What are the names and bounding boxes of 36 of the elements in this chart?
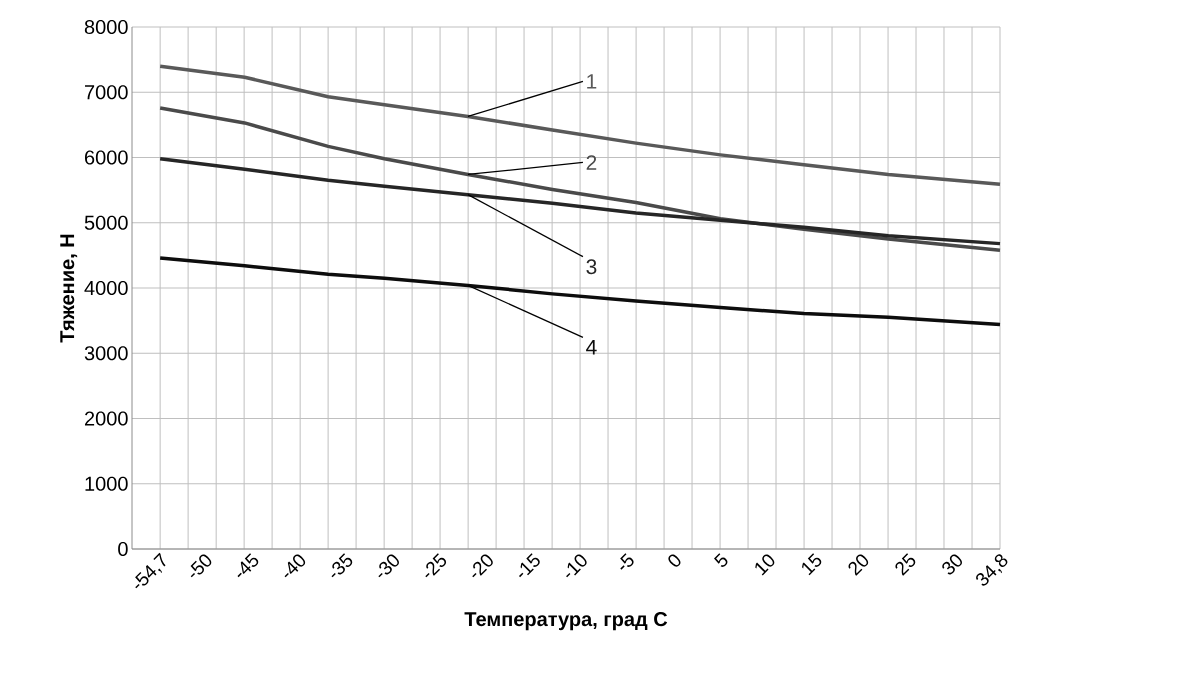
x-tick-label: 20 bbox=[848, 554, 869, 576]
y-tick-label: 6000 bbox=[85, 150, 128, 165]
y-tick-label: 2000 bbox=[84, 411, 128, 426]
y-tick-label: 3000 bbox=[84, 346, 128, 361]
y-axis-title: Тяжение, Н bbox=[60, 234, 78, 343]
x-tick-label: 15 bbox=[802, 553, 822, 576]
y-tick-label: 7000 bbox=[85, 85, 128, 100]
y-tick-label: 4000 bbox=[84, 280, 128, 296]
x-tick-label: -5 bbox=[620, 553, 634, 570]
text: 3 bbox=[586, 259, 597, 275]
y-tick-label: 5000 bbox=[84, 215, 128, 230]
line-series bbox=[158, 256, 1002, 327]
text: 1 bbox=[587, 74, 597, 89]
series-label: 2 bbox=[586, 155, 597, 170]
x-tick-label: 0 bbox=[668, 554, 681, 567]
x-tick-label: 10 bbox=[755, 554, 775, 576]
x-tick-label: 34,8 bbox=[976, 554, 1008, 586]
line-series bbox=[158, 64, 1002, 186]
text: 4 bbox=[586, 340, 597, 355]
x-tick-label: -40 bbox=[284, 554, 306, 578]
y-tick-label: 0 bbox=[118, 541, 128, 557]
x-tick-label: 30 bbox=[942, 554, 962, 575]
x-tick-label: -50 bbox=[190, 554, 212, 578]
x-tick-label: -30 bbox=[378, 554, 399, 578]
y-tick-label: 8000 bbox=[84, 19, 128, 35]
x-tick-label: -15 bbox=[519, 553, 540, 578]
line-series bbox=[158, 157, 1002, 246]
x-tick-label: -35 bbox=[331, 553, 353, 578]
x-tick-label: -25 bbox=[425, 553, 447, 578]
x-axis-title: Температура, град С bbox=[464, 612, 668, 631]
x-tick-label: 5 bbox=[714, 553, 728, 567]
y-tick-label: 1000 bbox=[85, 476, 128, 491]
x-tick-label: -20 bbox=[472, 554, 493, 578]
x-tick-label: -45 bbox=[237, 553, 259, 578]
x-tick-label: -10 bbox=[566, 554, 587, 578]
x-tick-label: 25 bbox=[895, 553, 916, 576]
